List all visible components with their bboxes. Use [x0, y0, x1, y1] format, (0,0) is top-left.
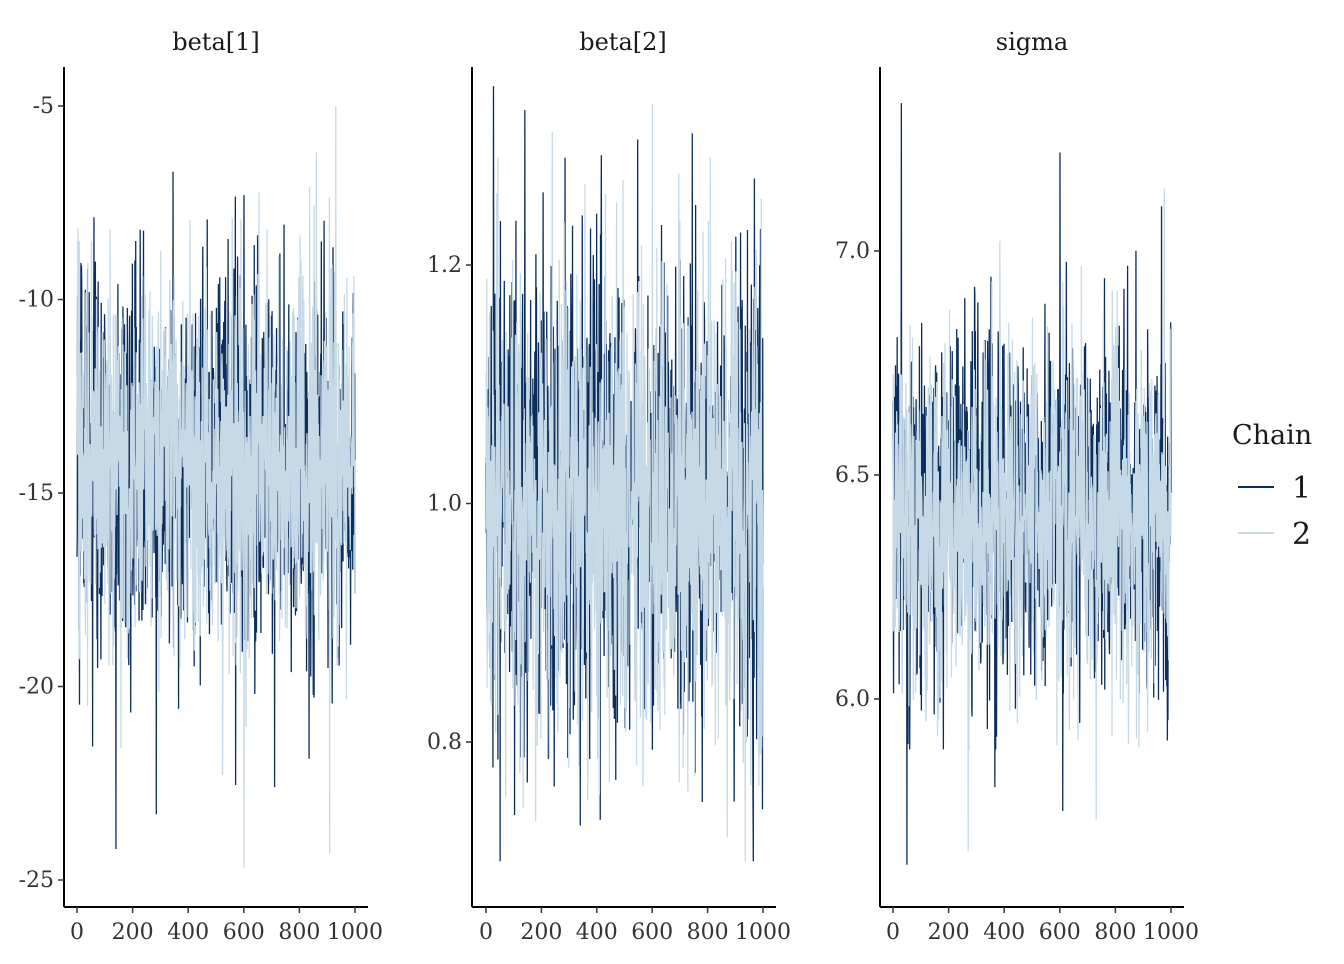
x-tick-label: 400: [167, 920, 209, 945]
y-tick-label: -15: [19, 481, 54, 506]
panel-title: beta[2]: [579, 28, 667, 56]
legend-label-chain-1: 1: [1292, 471, 1311, 506]
panel-beta-1-: beta[1] -5 -10 -15 -20 -25 0 200 400 600 800 1000: [19, 28, 383, 945]
y-tick-label: 1.0: [427, 492, 462, 517]
y-tick-label: 7.0: [835, 239, 870, 264]
x-tick-label: 400: [983, 920, 1025, 945]
legend: Chain 1 2: [1232, 420, 1312, 552]
x-tick-label: 0: [886, 920, 900, 945]
x-tick-label: 200: [928, 920, 970, 945]
y-tick-label: 6.0: [835, 687, 870, 712]
panel-title: beta[1]: [172, 28, 260, 56]
x-tick-label: 0: [479, 920, 493, 945]
x-tick-label: 1000: [1143, 920, 1199, 945]
y-tick-label: 6.5: [835, 463, 870, 488]
x-tick-label: 600: [631, 920, 673, 945]
series-line-chain-2: [485, 104, 764, 862]
x-tick-label: 800: [1094, 920, 1136, 945]
y-tick-label: -20: [19, 675, 54, 700]
x-tick-label: 1000: [735, 920, 791, 945]
y-tick-label: -5: [33, 94, 54, 119]
x-tick-label: 600: [1039, 920, 1081, 945]
x-tick-label: 0: [70, 920, 84, 945]
x-tick-label: 200: [520, 920, 562, 945]
series-line-chain-2: [76, 105, 356, 869]
legend-label-chain-2: 2: [1292, 517, 1311, 552]
x-tick-label: 800: [278, 920, 320, 945]
series-line-chain-2: [892, 188, 1172, 852]
panel-beta-2-: beta[2] 0.8 1.0 1.2 0 200 400 600 800 1000: [427, 28, 791, 945]
x-tick-label: 400: [576, 920, 618, 945]
x-tick-label: 200: [112, 920, 154, 945]
legend-title: Chain: [1232, 420, 1312, 451]
x-tick-label: 600: [223, 920, 265, 945]
x-tick-label: 800: [687, 920, 729, 945]
y-tick-label: 1.2: [427, 253, 462, 278]
y-tick-label: 0.8: [427, 730, 462, 755]
y-tick-label: -25: [19, 868, 54, 893]
y-tick-label: -10: [19, 288, 54, 313]
panel-sigma: sigma 6.0 6.5 7.0 0 200 400 600 800 1000: [835, 28, 1199, 945]
x-tick-label: 1000: [327, 920, 383, 945]
panel-title: sigma: [996, 28, 1068, 56]
